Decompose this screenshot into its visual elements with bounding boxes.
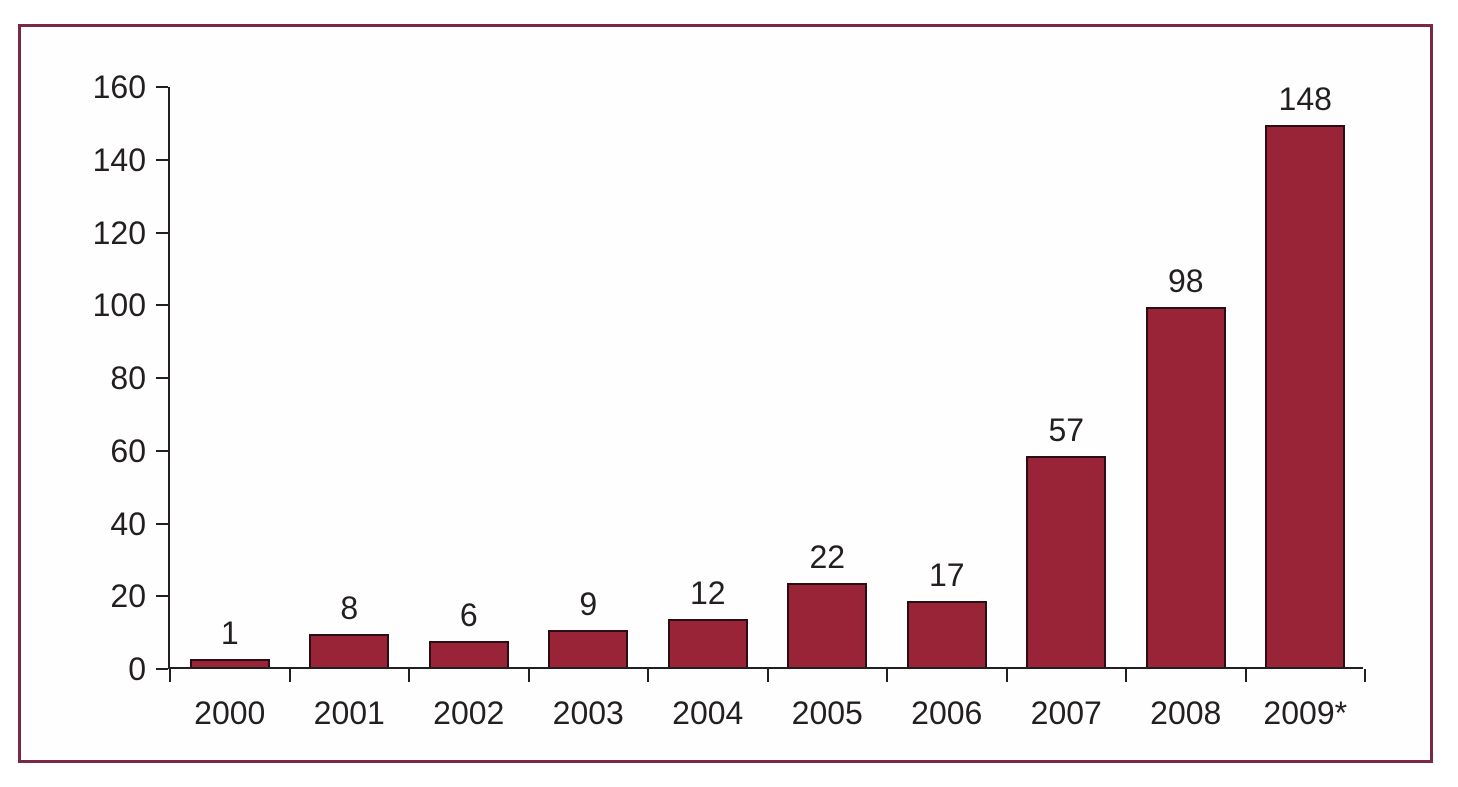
bar-value-label: 57 (1048, 412, 1085, 448)
bar-value-label: 8 (340, 590, 359, 626)
y-tick-label: 60 (110, 432, 146, 469)
y-tick-label: 40 (110, 505, 146, 542)
x-tick (1364, 669, 1366, 682)
x-tick (647, 669, 649, 682)
x-tick (408, 669, 410, 682)
bar (1026, 456, 1107, 667)
y-tick-label: 160 (92, 69, 146, 105)
bar-value-label: 148 (1278, 81, 1332, 117)
y-tick (156, 304, 168, 307)
bar (787, 583, 868, 667)
x-tick (527, 669, 530, 682)
bar (309, 634, 390, 667)
x-category-label: 2003 (552, 695, 624, 731)
x-tick (1005, 669, 1008, 682)
y-tick (156, 595, 168, 598)
y-tick-label: 0 (128, 651, 146, 687)
x-tick (288, 669, 291, 682)
x-category-label: 2004 (672, 695, 744, 731)
x-category-label: 2008 (1150, 695, 1222, 731)
x-category-label: 2000 (194, 695, 266, 731)
bar-value-label: 12 (689, 575, 726, 611)
x-tick (886, 669, 888, 682)
y-tick (156, 377, 168, 379)
bar-value-label: 17 (928, 557, 965, 593)
y-tick-label: 100 (92, 287, 146, 324)
bar-value-label: 9 (579, 586, 598, 622)
y-tick (156, 231, 168, 234)
x-category-label: 2009* (1263, 695, 1348, 731)
x-category-label: 2006 (911, 695, 983, 731)
plot-area: 0 20 40 60 80 100 120 140 160 1 2000 8 2001 6 2002 9 200… (93, 69, 1366, 731)
bar-value-label: 1 (220, 615, 239, 651)
x-category-label: 2002 (433, 695, 505, 731)
x-category-label: 2001 (313, 695, 385, 731)
bar-value-label: 22 (809, 539, 846, 575)
y-tick-label: 120 (92, 214, 146, 251)
y-tick-label: 140 (92, 141, 146, 178)
bar (667, 619, 748, 667)
y-tick-label: 80 (110, 360, 146, 396)
bar (428, 641, 509, 667)
x-tick (1125, 669, 1127, 682)
y-tick-label: 20 (110, 578, 146, 615)
x-tick (766, 669, 769, 682)
y-tick (156, 668, 168, 670)
y-tick (156, 86, 168, 88)
bar (1145, 307, 1226, 667)
x-category-label: 2007 (1030, 695, 1102, 731)
bar (1265, 125, 1346, 667)
x-tick (1244, 669, 1247, 682)
bar-value-label: 98 (1167, 263, 1204, 299)
bar-value-label: 6 (459, 597, 478, 633)
bar (548, 630, 629, 667)
y-tick (156, 449, 168, 452)
bar (189, 659, 270, 667)
x-tick (169, 669, 171, 682)
chart-frame: 0 20 40 60 80 100 120 140 160 1 2000 8 2001 6 2002 9 200… (18, 24, 1433, 763)
y-tick (156, 158, 168, 161)
bar (906, 601, 987, 667)
y-tick (156, 522, 168, 525)
x-category-label: 2005 (791, 695, 863, 731)
